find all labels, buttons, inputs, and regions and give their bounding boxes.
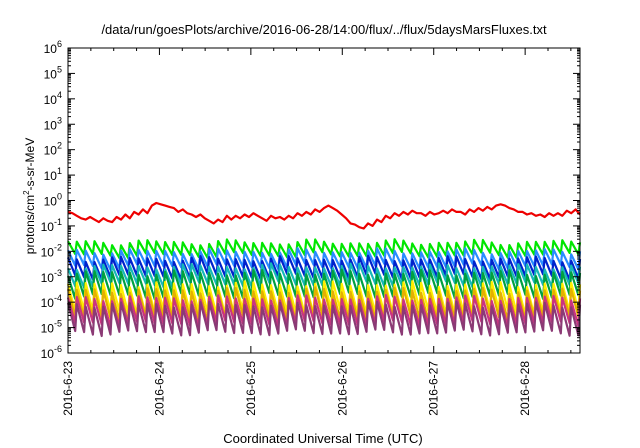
y-tick-label-exponent: -6 xyxy=(54,344,62,354)
y-tick-label-exponent: -5 xyxy=(54,319,62,329)
y-tick-label-exponent: 1 xyxy=(57,166,62,176)
y-tick-label-base: 10 xyxy=(44,67,58,81)
y-axis-label-main: protons/cm xyxy=(23,195,37,254)
y-tick-label-base: 10 xyxy=(41,322,55,336)
y-tick-label-exponent: -2 xyxy=(54,242,62,252)
svg-text:protons/cm2-s-sr-MeV: protons/cm2-s-sr-MeV xyxy=(22,138,37,254)
y-tick-label: 105 xyxy=(44,64,62,81)
y-tick-label-base: 10 xyxy=(41,271,55,285)
y-tick-label-base: 10 xyxy=(41,220,55,234)
y-tick-label: 10-4 xyxy=(41,293,62,310)
y-tick-label-exponent: 4 xyxy=(57,90,62,100)
y-tick-label-exponent: 3 xyxy=(57,115,62,125)
y-tick-label-base: 10 xyxy=(41,296,55,310)
x-tick-label: 2016-6-28 xyxy=(518,361,532,416)
x-axis-label: Coordinated Universal Time (UTC) xyxy=(223,431,422,446)
series-layer xyxy=(66,201,582,338)
x-tick-label: 2016-6-24 xyxy=(152,361,166,416)
y-tick-label-base: 10 xyxy=(44,144,58,158)
y-tick-label: 101 xyxy=(44,166,62,183)
y-tick-label: 100 xyxy=(44,192,62,209)
y-tick-label-base: 10 xyxy=(44,118,58,132)
y-tick-label: 10-3 xyxy=(41,268,62,285)
y-tick-label-exponent: -1 xyxy=(54,217,62,227)
y-tick-label: 106 xyxy=(44,39,62,56)
x-tick-label: 2016-6-23 xyxy=(61,361,75,416)
y-tick-label: 102 xyxy=(44,141,62,158)
y-tick-label-base: 10 xyxy=(44,169,58,183)
y-tick-label-base: 10 xyxy=(41,347,55,361)
x-tick-label: 2016-6-27 xyxy=(427,361,441,416)
axes-layer: 10610510410310210110010-110-210-310-410-… xyxy=(41,39,581,416)
series-line-0 xyxy=(67,201,581,230)
y-axis-label-rest: -s-sr-MeV xyxy=(23,138,37,191)
y-tick-label-exponent: 0 xyxy=(57,192,62,202)
y-tick-label-exponent: 6 xyxy=(57,39,62,49)
y-tick-label: 104 xyxy=(44,90,62,107)
y-tick-label: 10-6 xyxy=(41,344,62,361)
y-tick-label-base: 10 xyxy=(44,42,58,56)
y-tick-label-exponent: -3 xyxy=(54,268,62,278)
y-tick-label-base: 10 xyxy=(44,195,58,209)
y-tick-label-base: 10 xyxy=(44,93,58,107)
y-tick-label: 10-2 xyxy=(41,242,62,259)
y-tick-label: 10-1 xyxy=(41,217,62,234)
y-tick-label: 10-5 xyxy=(41,319,62,336)
y-axis-label-sup: 2 xyxy=(22,190,31,195)
y-tick-label-exponent: 2 xyxy=(57,141,62,151)
y-tick-label-exponent: 5 xyxy=(57,64,62,74)
chart-title: /data/run/goesPlots/archive/2016-06-28/1… xyxy=(101,22,547,37)
series-line-9 xyxy=(66,300,582,338)
y-tick-label: 103 xyxy=(44,115,62,132)
x-tick-label: 2016-6-26 xyxy=(335,361,349,416)
y-axis-label: protons/cm2-s-sr-MeV xyxy=(22,138,37,254)
y-tick-label-base: 10 xyxy=(41,245,55,259)
x-tick-label: 2016-6-25 xyxy=(244,361,258,416)
y-tick-label-exponent: -4 xyxy=(54,293,62,303)
series-line-1 xyxy=(67,238,582,260)
